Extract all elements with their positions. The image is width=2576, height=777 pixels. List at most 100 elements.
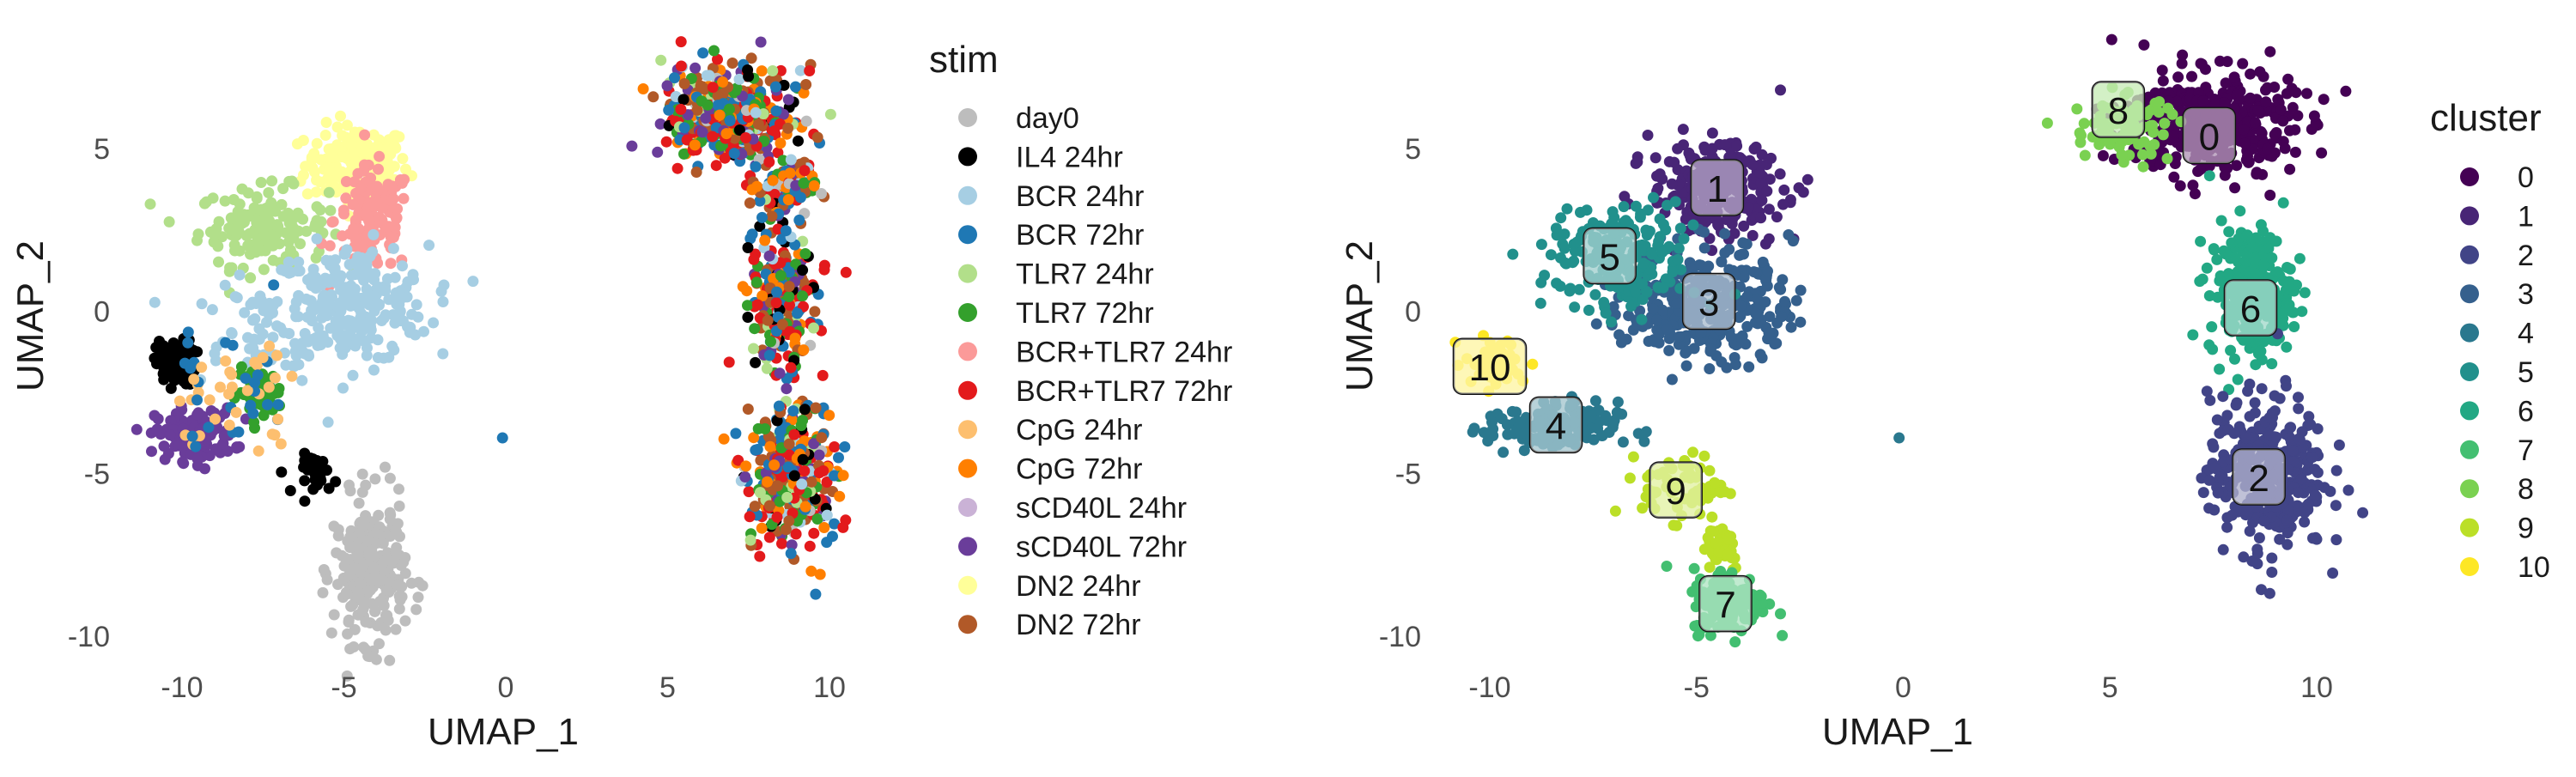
data-point [817,369,829,381]
legend-label: 4 [2518,318,2534,350]
data-point [2197,487,2209,499]
data-point [1704,464,1716,477]
data-point [793,214,805,226]
data-point [678,148,690,160]
data-point [1764,311,1776,323]
data-point [152,413,164,425]
data-point [244,343,256,355]
data-point [311,137,323,149]
x-tick-label: 0 [1895,671,1911,704]
data-point [743,70,755,82]
data-point [2241,506,2253,517]
data-point [2201,385,2213,398]
data-point [2228,71,2240,83]
data-point [2270,431,2282,443]
data-point [2231,89,2243,101]
data-point [261,219,273,231]
data-point [750,161,762,173]
data-point [2244,525,2256,537]
data-point [813,449,825,461]
data-point [703,70,715,82]
data-point [750,356,762,368]
data-point [394,531,405,543]
data-point [2078,118,2090,130]
data-point [776,234,787,246]
data-point [296,374,308,386]
data-point [1755,178,1767,189]
data-point [360,616,372,628]
data-point [1648,191,1659,203]
data-point [1790,294,1802,307]
legend-label: BCR 72hr [1016,219,1144,252]
data-point [428,317,440,329]
data-point [437,348,449,360]
data-point [324,300,335,311]
cluster-label-box [1452,337,1528,395]
data-point [671,162,683,174]
data-point [776,319,788,331]
data-point [318,564,330,575]
data-point [1507,248,1519,260]
data-point [763,500,775,512]
data-point [343,479,355,491]
legend-swatch [958,458,977,478]
data-point [808,438,820,450]
data-point [2287,456,2300,468]
cluster-label-9: 9 [1649,461,1703,519]
data-point [2197,95,2209,106]
data-point [392,580,404,592]
data-point [2293,487,2304,499]
data-point [689,139,701,151]
data-point [191,459,204,471]
data-point [324,240,336,252]
legend-label: 6 [2518,395,2534,428]
data-point [2097,149,2109,161]
cluster-label-box-tint [1583,228,1636,283]
cluster-label-6: 6 [2223,279,2278,337]
data-point [344,531,356,543]
data-point [301,293,313,305]
data-point [407,269,419,281]
data-point [165,382,177,394]
data-point [2255,219,2267,231]
data-point [2258,258,2270,270]
data-point [2269,82,2281,93]
data-point [245,299,257,311]
cluster-label-box [2223,279,2278,337]
data-point [1607,300,1619,313]
cluster-label-box [1583,227,1637,285]
data-point [804,65,816,76]
data-point [240,373,252,385]
data-point [313,278,325,290]
data-point [359,597,371,609]
data-point [2255,345,2267,357]
data-point [233,426,245,438]
legend-item: 7 [2460,434,2534,467]
legend-item: 1 [2460,200,2534,233]
data-point [2290,87,2302,99]
data-point [1660,224,1672,236]
data-point [829,518,840,530]
data-point [267,331,279,343]
data-point [2075,137,2087,149]
data-point [249,313,261,325]
data-point [2277,197,2289,209]
data-point [2186,70,2197,82]
data-point [2194,164,2206,176]
data-point [1668,519,1680,531]
data-point [754,487,766,499]
data-point [1688,343,1700,355]
y-tick-label: 5 [94,133,110,166]
data-point [307,161,319,173]
data-point [2309,489,2321,501]
data-point [1728,352,1741,363]
data-point [744,511,756,523]
data-point [366,575,378,587]
legend-swatch [2460,206,2479,226]
data-point [2249,252,2261,264]
data-point [340,588,352,600]
data-point [2195,58,2207,70]
data-point [331,139,343,151]
data-point [368,364,380,376]
data-point [742,404,754,415]
